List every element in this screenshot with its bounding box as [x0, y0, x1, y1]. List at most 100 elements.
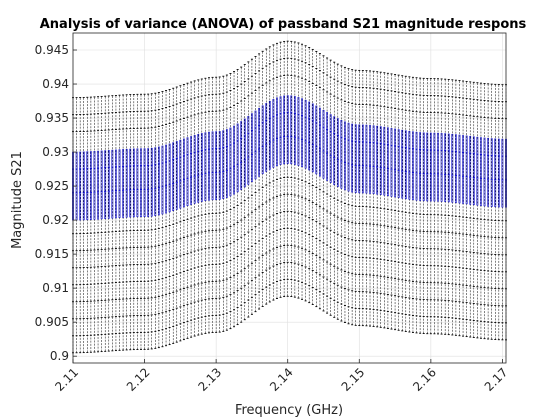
box	[455, 134, 457, 203]
y-tick-label: 0.915	[35, 247, 69, 261]
box	[293, 96, 296, 165]
box	[222, 130, 225, 199]
box	[175, 141, 178, 210]
box	[322, 109, 325, 179]
box	[283, 95, 286, 165]
box	[340, 120, 343, 189]
box	[308, 101, 311, 171]
box	[272, 99, 275, 168]
box	[158, 146, 160, 216]
box	[125, 148, 128, 218]
y-tick-label: 0.905	[35, 315, 69, 329]
box	[172, 142, 175, 211]
box	[179, 139, 182, 209]
box	[412, 131, 414, 201]
box	[200, 133, 203, 202]
box	[480, 137, 482, 206]
box	[419, 132, 421, 201]
box	[111, 149, 114, 219]
box	[451, 133, 454, 203]
box	[100, 150, 103, 220]
box	[458, 134, 461, 204]
box	[150, 147, 153, 217]
box	[115, 149, 117, 219]
box	[297, 97, 300, 166]
box	[86, 151, 89, 221]
box	[437, 132, 439, 202]
box	[315, 105, 318, 175]
box	[122, 149, 124, 218]
box	[247, 116, 250, 185]
box	[276, 97, 278, 167]
x-axis-label: Frequency (GHz)	[235, 403, 343, 418]
box	[301, 98, 303, 167]
box	[469, 136, 472, 205]
box	[390, 128, 393, 197]
box	[429, 132, 432, 202]
box	[161, 145, 164, 215]
box	[251, 113, 253, 182]
box	[154, 147, 157, 216]
box	[107, 150, 110, 219]
box	[118, 149, 121, 218]
box	[304, 99, 307, 169]
box	[93, 151, 96, 220]
y-tick-label: 0.935	[35, 111, 69, 125]
box	[147, 148, 150, 217]
box	[265, 103, 268, 172]
box	[476, 136, 479, 206]
box	[394, 128, 396, 198]
box	[372, 125, 375, 195]
box	[97, 150, 99, 220]
box	[401, 129, 404, 199]
box	[462, 135, 464, 204]
box	[347, 122, 350, 192]
box	[193, 135, 196, 204]
box	[290, 95, 293, 165]
box	[236, 123, 239, 193]
whiskers	[72, 40, 507, 354]
box	[258, 108, 260, 177]
y-axis-label: Magnitude S21	[10, 151, 25, 249]
box	[351, 123, 353, 193]
box	[90, 151, 92, 220]
box	[333, 116, 336, 185]
box	[268, 100, 271, 170]
box	[397, 129, 400, 198]
box	[329, 114, 332, 183]
chart-title: Analysis of variance (ANOVA) of passband…	[40, 17, 527, 32]
y-tick-label: 0.93	[42, 145, 69, 159]
box	[286, 95, 289, 164]
box	[472, 136, 475, 206]
box	[344, 121, 346, 191]
box	[336, 118, 339, 187]
box	[218, 131, 221, 200]
box	[226, 129, 228, 198]
box	[261, 105, 264, 175]
box	[311, 103, 314, 173]
box	[358, 124, 361, 194]
box	[132, 148, 135, 218]
box	[501, 138, 504, 208]
box	[447, 133, 450, 203]
y-tick-label: 0.945	[35, 43, 69, 57]
box	[415, 131, 418, 201]
y-tick-label: 0.94	[42, 77, 69, 91]
box	[183, 138, 185, 208]
box	[136, 148, 139, 218]
box	[79, 151, 82, 221]
box	[208, 131, 210, 201]
box	[215, 131, 218, 200]
y-tick-label: 0.925	[35, 179, 69, 193]
box	[494, 138, 497, 208]
boxes	[72, 95, 507, 221]
box	[211, 131, 214, 201]
box	[497, 138, 500, 208]
box	[490, 138, 493, 207]
box	[379, 126, 382, 195]
box	[408, 130, 411, 200]
box	[433, 132, 436, 202]
box	[143, 148, 146, 217]
